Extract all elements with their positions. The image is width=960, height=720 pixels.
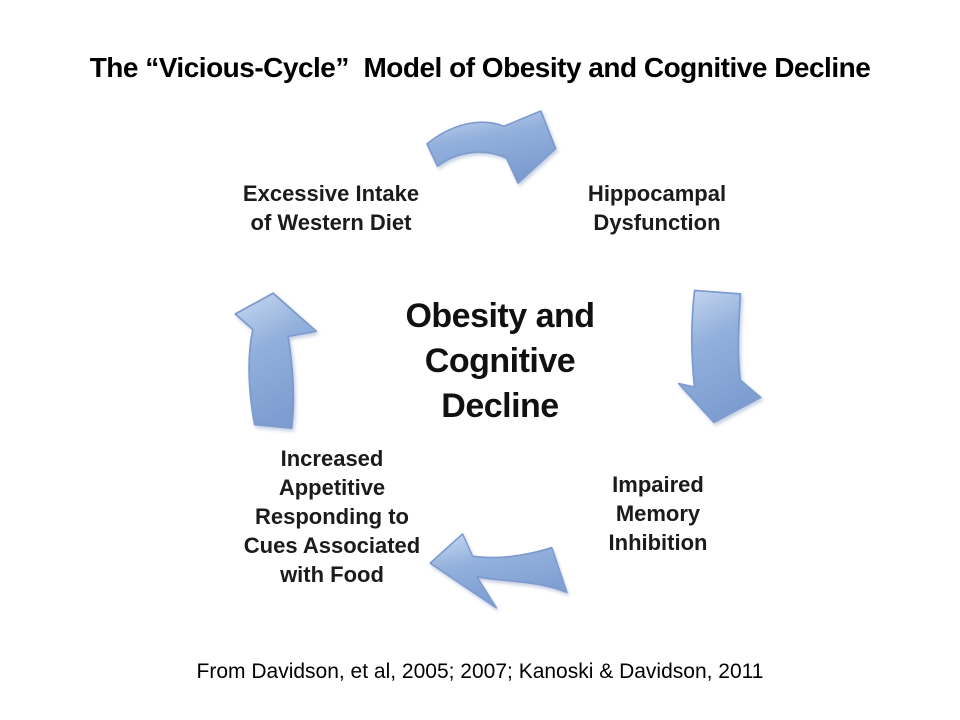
slide-title: The “Vicious-Cycle” Model of Obesity and…: [89, 52, 871, 83]
center-label-obesity-cognitive-decline: Obesity and Cognitive Decline: [405, 297, 595, 425]
curved-arrow-down-icon: [677, 289, 762, 424]
citation-text: From Davidson, et al, 2005; 2007; Kanosk…: [196, 660, 764, 683]
curved-arrow-up-icon: [234, 292, 318, 429]
curved-arrow-right-icon: [426, 110, 557, 184]
node-increased-appetitive-responding: Increased Appetitive Responding to Cues …: [243, 446, 421, 588]
node-excessive-intake: Excessive Intake of Western Diet: [242, 181, 420, 236]
node-hippocampal-dysfunction: Hippocampal Dysfunction: [587, 181, 727, 236]
node-impaired-memory-inhibition: Impaired Memory Inhibition: [608, 472, 708, 556]
curved-arrow-left-icon: [429, 533, 568, 609]
